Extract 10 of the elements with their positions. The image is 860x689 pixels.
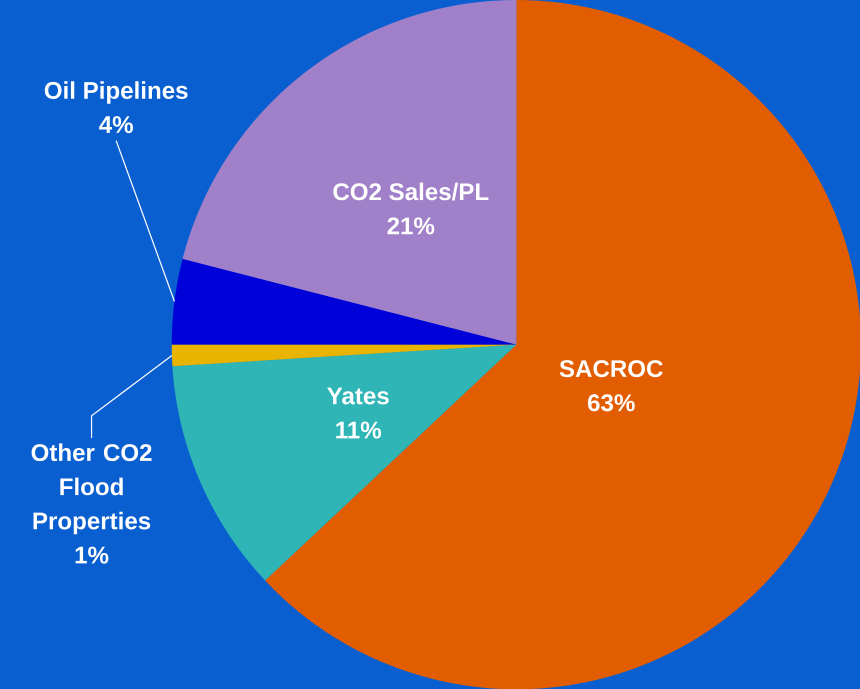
data-label: 63% xyxy=(588,394,635,412)
data-label: 11% xyxy=(336,421,382,438)
slice-label: Yates xyxy=(327,387,389,404)
data-label: 1% xyxy=(76,546,108,564)
data-label: 4% xyxy=(99,116,133,133)
slice-label: Other CO2 Flood Properties xyxy=(32,443,152,534)
slice-label: SACROC xyxy=(560,360,663,378)
slice-label: CO2 Sales/PL xyxy=(333,182,488,200)
slice-label: Oil Pipelines xyxy=(44,81,188,104)
data-label: 21% xyxy=(387,217,434,234)
